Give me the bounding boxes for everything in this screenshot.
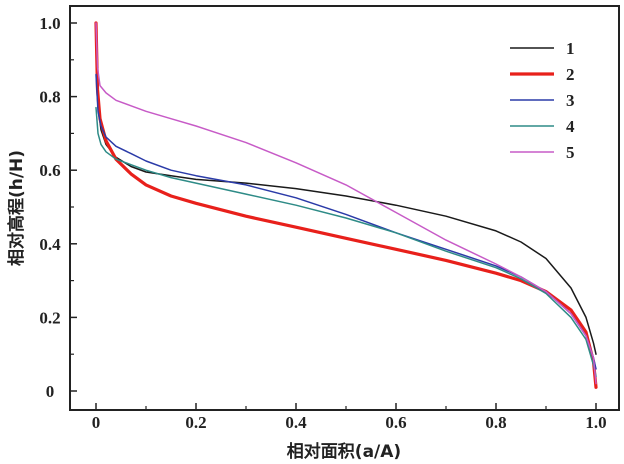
- axis-ticks: [70, 22, 597, 410]
- x-tick-label: 0.4: [285, 413, 307, 432]
- plot-frame: [69, 5, 620, 411]
- legend-label-4: 4: [566, 117, 575, 136]
- axis-tick-labels: 0 0.2 0.4 0.6 0.8 1.0 0 0.2 0.4 0.6 0.8 1.0: [39, 14, 606, 432]
- series-line-2: [94, 21, 598, 389]
- legend-label-2: 2: [566, 65, 575, 84]
- legend-label-3: 3: [566, 91, 575, 110]
- x-tick-label: 0.8: [485, 413, 506, 432]
- y-axis-title: 相对高程(h/H): [6, 150, 27, 266]
- x-tick-label: 0.6: [385, 413, 406, 432]
- legend-label-5: 5: [566, 143, 575, 162]
- y-tick-label: 0.4: [39, 235, 61, 254]
- x-tick-label: 0.2: [185, 413, 206, 432]
- series-line-4: [95, 106, 597, 378]
- y-tick-label: 0.2: [39, 308, 60, 327]
- series-lines: [94, 21, 598, 389]
- y-tick-label: 1.0: [39, 14, 60, 33]
- x-tick-label: 0: [92, 413, 101, 432]
- x-axis-title: 相对面积(a/A): [287, 441, 401, 462]
- legend-label-1: 1: [566, 39, 575, 58]
- x-tick-label: 1.0: [585, 413, 606, 432]
- y-tick-label: 0: [46, 382, 55, 401]
- y-tick-label: 0.6: [39, 161, 60, 180]
- series-line-5: [95, 22, 597, 385]
- legend: 1 2 3 4 5: [510, 39, 575, 162]
- series-line-1: [95, 40, 597, 355]
- y-tick-label: 0.8: [39, 88, 60, 107]
